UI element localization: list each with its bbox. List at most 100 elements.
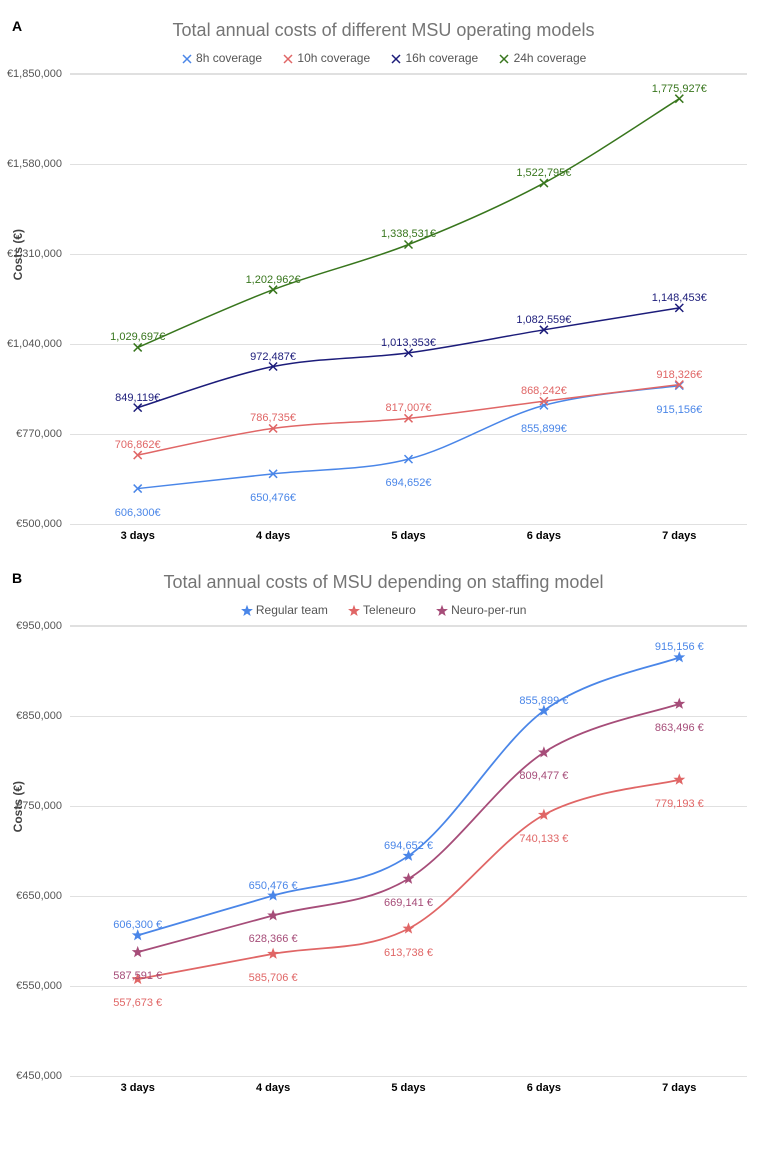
data-label: 809,477 € [519,770,568,782]
ytick-label: €770,000 [2,428,62,440]
data-label: 849,119€ [115,392,160,404]
xtick-label: 4 days [205,530,340,542]
series-line [138,704,680,952]
data-label: 1,013,353€ [381,337,436,349]
chart-b-xaxis: 3 days4 days5 days6 days7 days [70,1082,747,1094]
legend-item: Regular team [241,603,328,617]
data-point [675,95,683,103]
ytick-label: €1,850,000 [2,68,62,80]
data-point [675,653,684,662]
figure-container: A Total annual costs of different MSU op… [0,0,767,1094]
series-line [138,386,680,489]
data-label: 587,591 € [113,970,162,982]
data-label: 606,300€ [115,507,161,519]
panel-letter-b: B [12,570,22,586]
data-point [134,343,142,351]
ytick-label: €750,000 [2,800,62,812]
legend-item: 24h coverage [498,51,586,65]
xtick-label: 3 days [70,530,205,542]
data-label: 694,652 € [384,840,433,852]
data-label: 1,148,453€ [652,292,707,304]
legend-item: Neuro-per-run [436,603,527,617]
data-label: 650,476 € [249,880,298,892]
ytick-label: €650,000 [2,890,62,902]
xtick-label: 7 days [612,1082,747,1094]
data-label: 868,242€ [521,385,567,397]
plot-svg [70,74,747,524]
chart-a-legend: 8h coverage 10h coverage 16h coverage 24… [0,51,767,65]
data-label: 585,706 € [249,972,298,984]
panel-letter-a: A [12,18,22,34]
data-label: 557,673 € [113,997,162,1009]
data-point [269,949,278,958]
data-point [134,404,142,412]
data-label: 1,029,697€ [110,331,165,343]
data-label: 650,476€ [250,492,296,504]
data-label: 669,141 € [384,897,433,909]
chart-a-plot-area: €500,000€770,000€1,040,000€1,310,000€1,5… [70,73,747,524]
ytick-label: €950,000 [2,620,62,632]
data-label: 817,007€ [386,402,432,414]
ytick-label: €550,000 [2,980,62,992]
ytick-label: €1,040,000 [2,338,62,350]
data-point [133,931,142,940]
data-point [675,775,684,784]
legend-item: 10h coverage [282,51,370,65]
xtick-label: 3 days [70,1082,205,1094]
data-label: 1,775,927€ [652,83,707,95]
gridline [70,1076,747,1077]
data-label: 706,862€ [115,439,161,451]
data-label: 628,366 € [249,933,298,945]
ytick-label: €1,580,000 [2,158,62,170]
xtick-label: 5 days [341,530,476,542]
data-label: 694,652€ [386,477,432,489]
data-label: 786,735€ [250,412,296,424]
data-point [269,286,277,294]
chart-a-xaxis: 3 days4 days5 days6 days7 days [70,530,747,542]
data-label: 779,193 € [655,798,704,810]
ytick-label: €1,310,000 [2,248,62,260]
ytick-label: €850,000 [2,710,62,722]
data-label: 1,202,962€ [246,274,301,286]
data-label: 606,300 € [113,919,162,931]
gridline [70,524,747,525]
legend-item: Teleneuro [348,603,416,617]
data-label: 972,487€ [250,351,296,363]
xtick-label: 6 days [476,530,611,542]
data-point [405,240,413,248]
data-label: 740,133 € [519,833,568,845]
chart-b-legend: Regular team Teleneuro Neuro-per-run [0,603,767,617]
legend-item: 16h coverage [390,51,478,65]
chart-a-title: Total annual costs of different MSU oper… [0,20,767,41]
data-point [540,179,548,187]
chart-panel-a: A Total annual costs of different MSU op… [0,0,767,542]
data-label: 915,156€ [656,404,702,416]
data-point [269,911,278,920]
chart-b-plot-area: €450,000€550,000€650,000€750,000€850,000… [70,625,747,1076]
xtick-label: 7 days [612,530,747,542]
legend-item: 8h coverage [181,51,262,65]
data-label: 855,899€ [521,423,567,435]
chart-b-title: Total annual costs of MSU depending on s… [0,572,767,593]
ytick-label: €500,000 [2,518,62,530]
data-label: 613,738 € [384,947,433,959]
series-line [138,385,680,455]
xtick-label: 6 days [476,1082,611,1094]
xtick-label: 5 days [341,1082,476,1094]
xtick-label: 4 days [205,1082,340,1094]
data-label: 863,496 € [655,722,704,734]
series-line [138,99,680,348]
data-label: 1,338,531€ [381,228,436,240]
data-label: 918,326€ [656,369,702,381]
data-point [133,947,142,956]
data-label: 1,522,795€ [516,167,571,179]
series-line [138,308,680,408]
data-label: 915,156 € [655,641,704,653]
chart-panel-b: B Total annual costs of MSU depending on… [0,542,767,1094]
series-line [138,657,680,935]
data-point [675,699,684,708]
data-label: 1,082,559€ [516,314,571,326]
data-point [269,891,278,900]
data-label: 855,899 € [519,695,568,707]
ytick-label: €450,000 [2,1070,62,1082]
